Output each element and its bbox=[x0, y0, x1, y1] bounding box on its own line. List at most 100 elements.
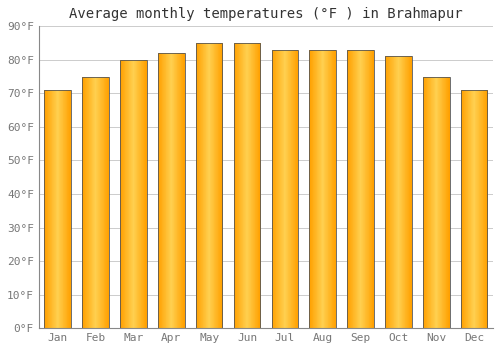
Bar bbox=[318, 50, 319, 328]
Bar bbox=[466, 90, 468, 328]
Bar bbox=[96, 77, 98, 328]
Bar bbox=[222, 43, 223, 328]
Bar bbox=[279, 50, 280, 328]
Title: Average monthly temperatures (°F ) in Brahmapur: Average monthly temperatures (°F ) in Br… bbox=[69, 7, 462, 21]
Bar bbox=[175, 53, 176, 328]
Bar bbox=[292, 50, 293, 328]
Bar bbox=[367, 50, 368, 328]
Bar bbox=[88, 77, 90, 328]
Bar bbox=[320, 50, 322, 328]
Bar bbox=[316, 50, 317, 328]
Bar bbox=[83, 77, 84, 328]
Bar bbox=[478, 90, 479, 328]
Bar bbox=[69, 90, 70, 328]
Bar bbox=[482, 90, 484, 328]
Bar bbox=[235, 43, 236, 328]
Bar bbox=[465, 90, 466, 328]
Bar bbox=[348, 50, 349, 328]
Bar bbox=[62, 90, 63, 328]
Bar bbox=[214, 43, 215, 328]
Bar bbox=[134, 60, 135, 328]
Bar bbox=[272, 50, 273, 328]
Bar bbox=[87, 77, 88, 328]
Bar bbox=[60, 90, 61, 328]
Bar bbox=[316, 50, 318, 328]
Bar bbox=[54, 90, 55, 328]
Bar bbox=[288, 50, 289, 328]
Bar bbox=[249, 43, 250, 328]
Bar bbox=[130, 60, 131, 328]
Bar bbox=[429, 77, 430, 328]
Bar bbox=[439, 77, 440, 328]
Bar bbox=[332, 50, 333, 328]
Bar bbox=[317, 50, 318, 328]
Bar bbox=[46, 90, 48, 328]
Bar bbox=[197, 43, 198, 328]
Bar bbox=[476, 90, 477, 328]
Bar bbox=[52, 90, 54, 328]
Bar bbox=[64, 90, 65, 328]
Bar bbox=[70, 90, 71, 328]
Bar bbox=[462, 90, 464, 328]
Bar bbox=[297, 50, 298, 328]
Bar bbox=[169, 53, 170, 328]
Bar bbox=[206, 43, 207, 328]
Bar bbox=[432, 77, 434, 328]
Bar bbox=[91, 77, 92, 328]
Bar bbox=[481, 90, 482, 328]
Bar bbox=[352, 50, 353, 328]
Bar bbox=[142, 60, 144, 328]
Bar bbox=[349, 50, 350, 328]
Bar bbox=[258, 43, 260, 328]
Bar bbox=[395, 56, 396, 328]
Bar bbox=[469, 90, 470, 328]
Bar bbox=[310, 50, 311, 328]
Bar bbox=[437, 77, 438, 328]
Bar bbox=[131, 60, 132, 328]
Bar bbox=[178, 53, 179, 328]
Bar bbox=[164, 53, 165, 328]
Bar bbox=[470, 90, 472, 328]
Bar bbox=[388, 56, 390, 328]
Bar bbox=[121, 60, 122, 328]
Bar bbox=[274, 50, 275, 328]
Bar bbox=[277, 50, 278, 328]
Bar bbox=[58, 90, 59, 328]
Bar bbox=[141, 60, 142, 328]
Bar bbox=[177, 53, 178, 328]
Bar bbox=[405, 56, 406, 328]
Bar bbox=[350, 50, 351, 328]
Bar bbox=[174, 53, 175, 328]
Bar bbox=[199, 43, 200, 328]
Bar bbox=[288, 50, 289, 328]
Bar bbox=[124, 60, 125, 328]
Bar bbox=[444, 77, 445, 328]
Bar bbox=[257, 43, 258, 328]
Bar bbox=[63, 90, 64, 328]
Bar bbox=[423, 77, 424, 328]
Bar bbox=[66, 90, 67, 328]
Bar bbox=[250, 43, 251, 328]
Bar bbox=[65, 90, 66, 328]
Bar bbox=[106, 77, 107, 328]
Bar bbox=[355, 50, 356, 328]
Bar bbox=[400, 56, 402, 328]
Bar bbox=[180, 53, 182, 328]
Bar bbox=[320, 50, 321, 328]
Bar bbox=[256, 43, 257, 328]
Bar bbox=[56, 90, 57, 328]
Bar bbox=[162, 53, 163, 328]
Bar bbox=[184, 53, 185, 328]
Bar bbox=[200, 43, 201, 328]
Bar bbox=[478, 90, 480, 328]
Bar bbox=[448, 77, 449, 328]
Bar bbox=[400, 56, 401, 328]
Bar bbox=[373, 50, 374, 328]
Bar bbox=[440, 77, 441, 328]
Bar bbox=[486, 90, 488, 328]
Bar bbox=[411, 56, 412, 328]
Bar bbox=[127, 60, 128, 328]
Bar bbox=[446, 77, 447, 328]
Bar bbox=[425, 77, 426, 328]
Bar bbox=[318, 50, 320, 328]
